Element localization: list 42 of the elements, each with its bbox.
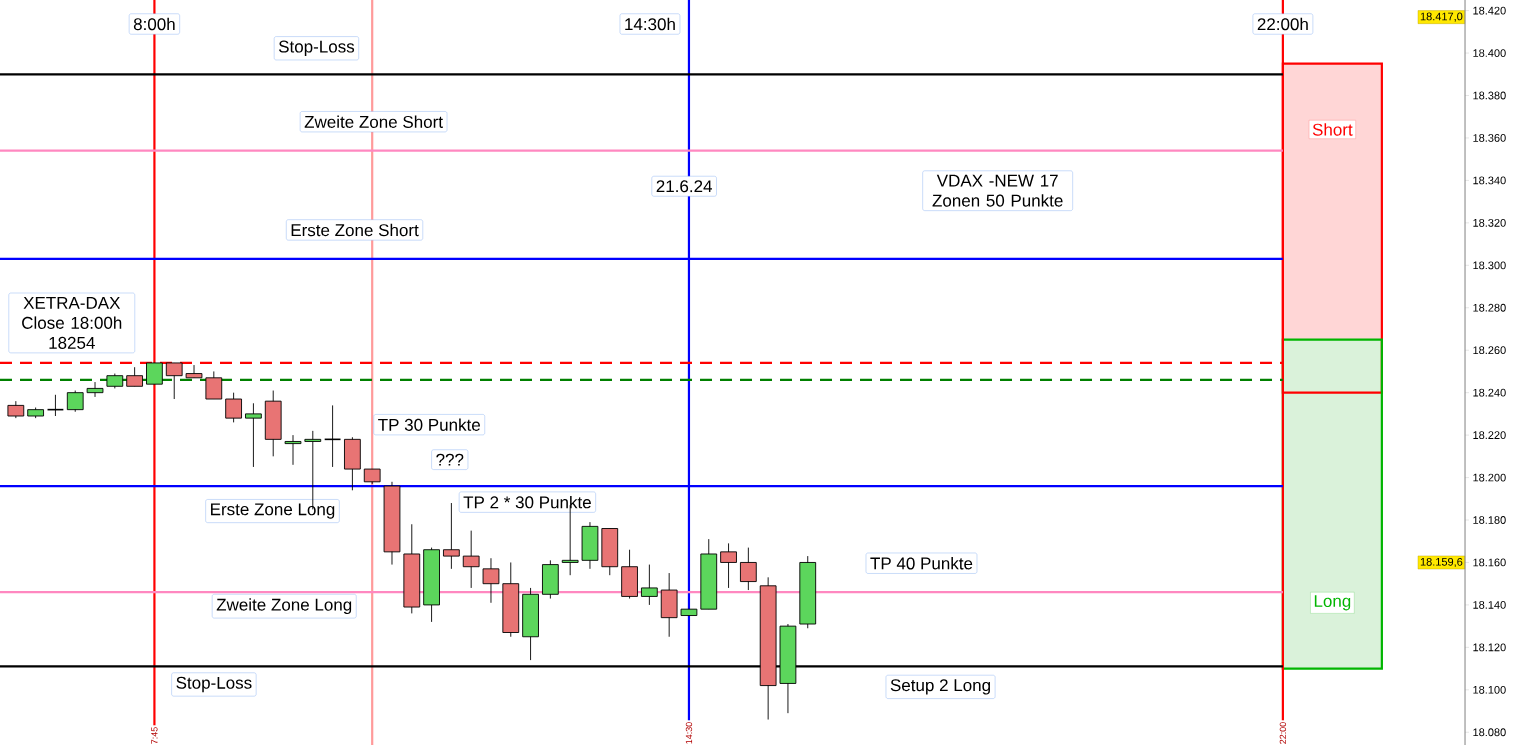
annotation: 21.6.24 [656,180,713,193]
y-tick-label: 18.180 [1473,516,1506,524]
y-tick-label: 18.380 [1473,91,1506,100]
x-tick-label: 7:45 [151,727,158,744]
y-tick-label: 18.160 [1473,558,1506,567]
ref-line-label: XETRA-DAX Close 18:00h 18254 [22,297,122,349]
y-tick-label: 18.100 [1473,685,1506,694]
y-tick-label: 18.240 [1473,388,1506,397]
x-tick-label: 14:30 [685,722,693,744]
x-tick-label: 22:00 [1279,722,1287,744]
ref-line-label: 22:00h [1257,17,1308,31]
y-tick-label: 18.140 [1473,601,1506,609]
ref-line-label: 8:00h [133,17,175,31]
y-tick-label: 18.360 [1473,134,1506,142]
annotation: ??? [436,453,464,466]
ref-line-label: 14:30h [625,17,675,31]
ref-line-label: Erste Zone Long [211,503,335,519]
ref-line-label: Stop-Loss [176,676,252,693]
ref-line-label: Stop-Loss [278,40,355,56]
band-label: Long [1314,595,1351,611]
y-tick-label: 18.220 [1473,431,1506,440]
annotation: 18.417,0 [1420,12,1463,22]
y-tick-label: 18.280 [1473,303,1506,312]
ref-line-label: Zweite Zone Long [216,598,352,615]
ref-line-label: Zweite Zone Short [304,115,443,128]
y-tick-label: 18.320 [1473,218,1506,227]
y-tick-label: 18.420 [1473,6,1506,15]
y-tick-label: 18.200 [1473,473,1506,482]
annotation: TP 40 Punkte [870,556,973,570]
y-tick-label: 18.120 [1473,643,1506,652]
annotation: TP 2 * 30 Punkte [463,495,591,509]
annotation: 18.159,6 [1420,557,1463,568]
band-label: Short [1312,123,1353,136]
y-tick-label: 18.260 [1473,346,1506,355]
y-tick-label: 18.340 [1473,176,1506,185]
y-tick-label: 18.400 [1473,49,1506,57]
annotation: TP 30 Punkte [378,418,480,431]
annotation: Setup 2 Long [890,679,990,695]
y-tick-label: 18.300 [1473,261,1506,270]
y-tick-label: 18.080 [1473,728,1506,737]
annotation: VDAX -NEW 17 Zonen 50 Punkte [932,174,1063,207]
ref-line-label: Erste Zone Short [291,223,419,237]
